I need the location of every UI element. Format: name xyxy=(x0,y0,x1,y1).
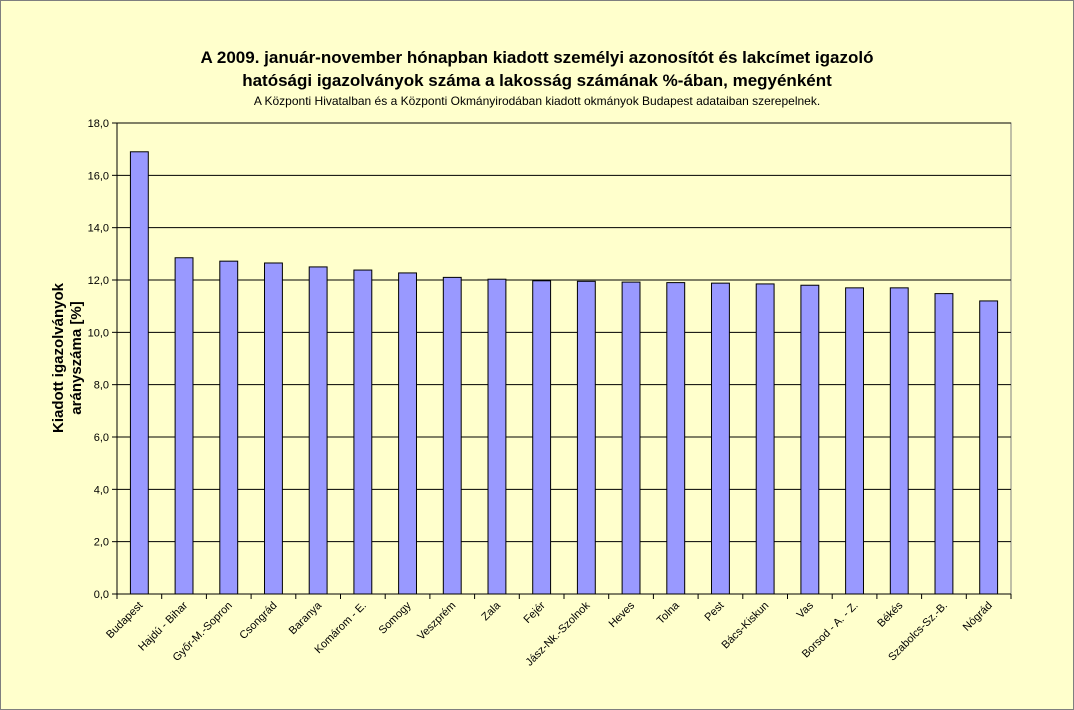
bar xyxy=(889,287,909,595)
x-tick-label: Fejér xyxy=(522,599,548,625)
bar xyxy=(129,151,149,595)
x-tick-label: Pest xyxy=(703,600,727,624)
bar xyxy=(353,269,373,595)
y-tick-label: 6,0 xyxy=(94,432,109,444)
bar xyxy=(979,300,999,595)
bar xyxy=(800,284,820,595)
chart-subtitle: A Központi Hivatalban és a Központi Okmá… xyxy=(253,94,821,108)
x-tick-label: Csongrád xyxy=(237,600,279,642)
bar xyxy=(711,282,730,595)
y-tick-label: 2,0 xyxy=(94,537,109,549)
chart-title-line1: A 2009. január-november hónapban kiadott… xyxy=(200,48,874,67)
x-tick-label: Veszprém xyxy=(415,600,458,643)
bar xyxy=(621,281,641,595)
bar xyxy=(264,262,283,595)
bar xyxy=(308,266,328,595)
bar xyxy=(666,282,686,595)
bar xyxy=(174,257,194,595)
y-tick-label: 12,0 xyxy=(88,275,109,287)
chart-title-line2: hatósági igazolványok száma a lakosság s… xyxy=(242,71,832,90)
bar xyxy=(532,280,552,595)
x-tick-label: Heves xyxy=(607,599,638,630)
x-tick-label: Nógrád xyxy=(961,600,995,634)
y-tick-label: 16,0 xyxy=(88,170,109,182)
x-tick-label: Somogy xyxy=(377,599,414,636)
plot-area xyxy=(116,122,1012,595)
x-tick-label: Budapest xyxy=(104,600,145,641)
x-tick-label: Vas xyxy=(795,599,817,621)
y-tick-label: 18,0 xyxy=(88,118,109,130)
x-tick-label: Tolna xyxy=(655,599,683,627)
x-tick-label: Zala xyxy=(479,599,503,623)
y-tick-label: 10,0 xyxy=(88,327,109,339)
bar xyxy=(219,260,239,595)
bar xyxy=(398,272,417,595)
y-tick-label: 14,0 xyxy=(88,223,109,235)
bar xyxy=(442,276,462,595)
bar xyxy=(576,280,596,595)
y-tick-label: 8,0 xyxy=(94,380,109,392)
bar xyxy=(487,278,507,595)
x-tick-label: Baranya xyxy=(287,599,325,637)
x-tick-label: Békés xyxy=(875,599,905,629)
y-tick-label: 0,0 xyxy=(94,589,109,601)
x-tick-label: Bács-Kiskun xyxy=(720,600,772,652)
y-tick-label: 4,0 xyxy=(94,484,109,496)
bar xyxy=(934,293,954,595)
bar xyxy=(845,287,864,595)
bar xyxy=(755,283,775,595)
